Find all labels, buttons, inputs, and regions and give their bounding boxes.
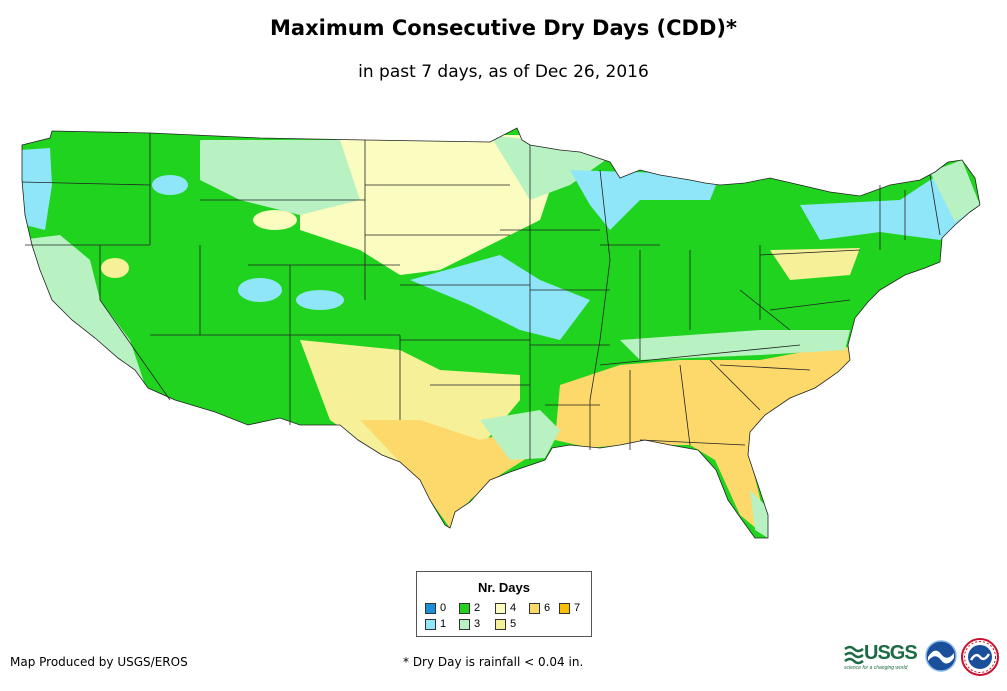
legend-label-5: 5 (510, 618, 517, 630)
region-3-days-texas-south (480, 410, 560, 460)
usgs-tagline: science for a changing world (844, 665, 908, 671)
legend-swatch-6 (529, 602, 540, 614)
legend-label-7: 7 (574, 602, 581, 614)
legend-item-4: 4 (495, 602, 516, 614)
region-3-days-maine (930, 160, 980, 222)
region-5-days-nevada (101, 258, 129, 278)
legend-item-2: 2 (459, 602, 480, 614)
region-3-days-florida (750, 490, 770, 538)
region-1-day-colorado (296, 290, 344, 310)
legend-title: Nr. Days (477, 580, 531, 595)
region-5-days-ny (770, 248, 860, 280)
usgs-logo: USGS science for a changing world (844, 642, 920, 672)
legend-swatch-4 (495, 602, 506, 614)
legend-label-1: 1 (440, 618, 447, 630)
legend-item-7: 7 (559, 602, 580, 614)
legend-label-4: 4 (510, 602, 517, 614)
legend-swatch-5 (495, 618, 506, 630)
region-1-day-great-lakes (570, 170, 720, 230)
producer-credit: Map Produced by USGS/EROS (10, 655, 188, 669)
region-1-day-utah (238, 278, 282, 302)
map-subtitle: in past 7 days, as of Dec 26, 2016 (358, 62, 649, 82)
state-line-wa-or (21, 181, 151, 186)
region-3-days-midatlantic (620, 330, 850, 360)
state-line-nc-sc (719, 364, 811, 371)
state-line-ms-river (589, 169, 611, 450)
legend-swatch-2 (459, 602, 470, 614)
state-line-tn-ky (599, 344, 801, 366)
legend-item-1: 1 (425, 618, 446, 630)
state-line-pa-ny (759, 249, 861, 256)
region-1-day-northwest (22, 148, 52, 230)
noaa-logo-icon (925, 640, 957, 672)
region-5-days-new-mexico (325, 354, 385, 386)
state-line-ga-sc (709, 359, 761, 411)
state-line-wv (739, 289, 791, 331)
legend-label-0: 0 (440, 602, 447, 614)
state-line-nh-me (929, 174, 941, 236)
region-6-days-gulf (360, 420, 540, 528)
region-5-days-wyoming (253, 210, 297, 230)
legend-swatch-7 (559, 602, 570, 614)
region-1-day-central (410, 255, 590, 340)
legend-item-6: 6 (529, 602, 550, 614)
nws-logo-icon (961, 638, 999, 676)
legend-swatch-1 (425, 618, 436, 630)
legend: Nr. Days 0 1 2 3 4 5 6 7 (416, 571, 592, 637)
legend-swatch-3 (459, 618, 470, 630)
region-1-day-new-england (800, 165, 980, 240)
usgs-wordmark: USGS (864, 642, 918, 664)
region-6-days-southeast (555, 345, 855, 538)
map-title: Maximum Consecutive Dry Days (CDD)* (270, 16, 737, 40)
legend-item-5: 5 (495, 618, 516, 630)
legend-label-6: 6 (544, 602, 551, 614)
region-3-days-montana (200, 140, 360, 215)
state-line-al-ga (679, 364, 691, 446)
state-line-va-md (769, 299, 851, 311)
legend-item-3: 3 (459, 618, 480, 630)
region-1-day-idaho (152, 175, 188, 195)
legend-item-0: 0 (425, 602, 446, 614)
usgs-wave-icon (844, 645, 864, 665)
legend-label-3: 3 (474, 618, 481, 630)
state-boundaries (21, 127, 981, 539)
legend-label-2: 2 (474, 602, 481, 614)
dry-day-footnote: * Dry Day is rainfall < 0.04 in. (403, 655, 584, 669)
legend-swatch-0 (425, 602, 436, 614)
state-line-ga-fl (639, 439, 746, 446)
state-line-nv-ca (99, 245, 171, 401)
